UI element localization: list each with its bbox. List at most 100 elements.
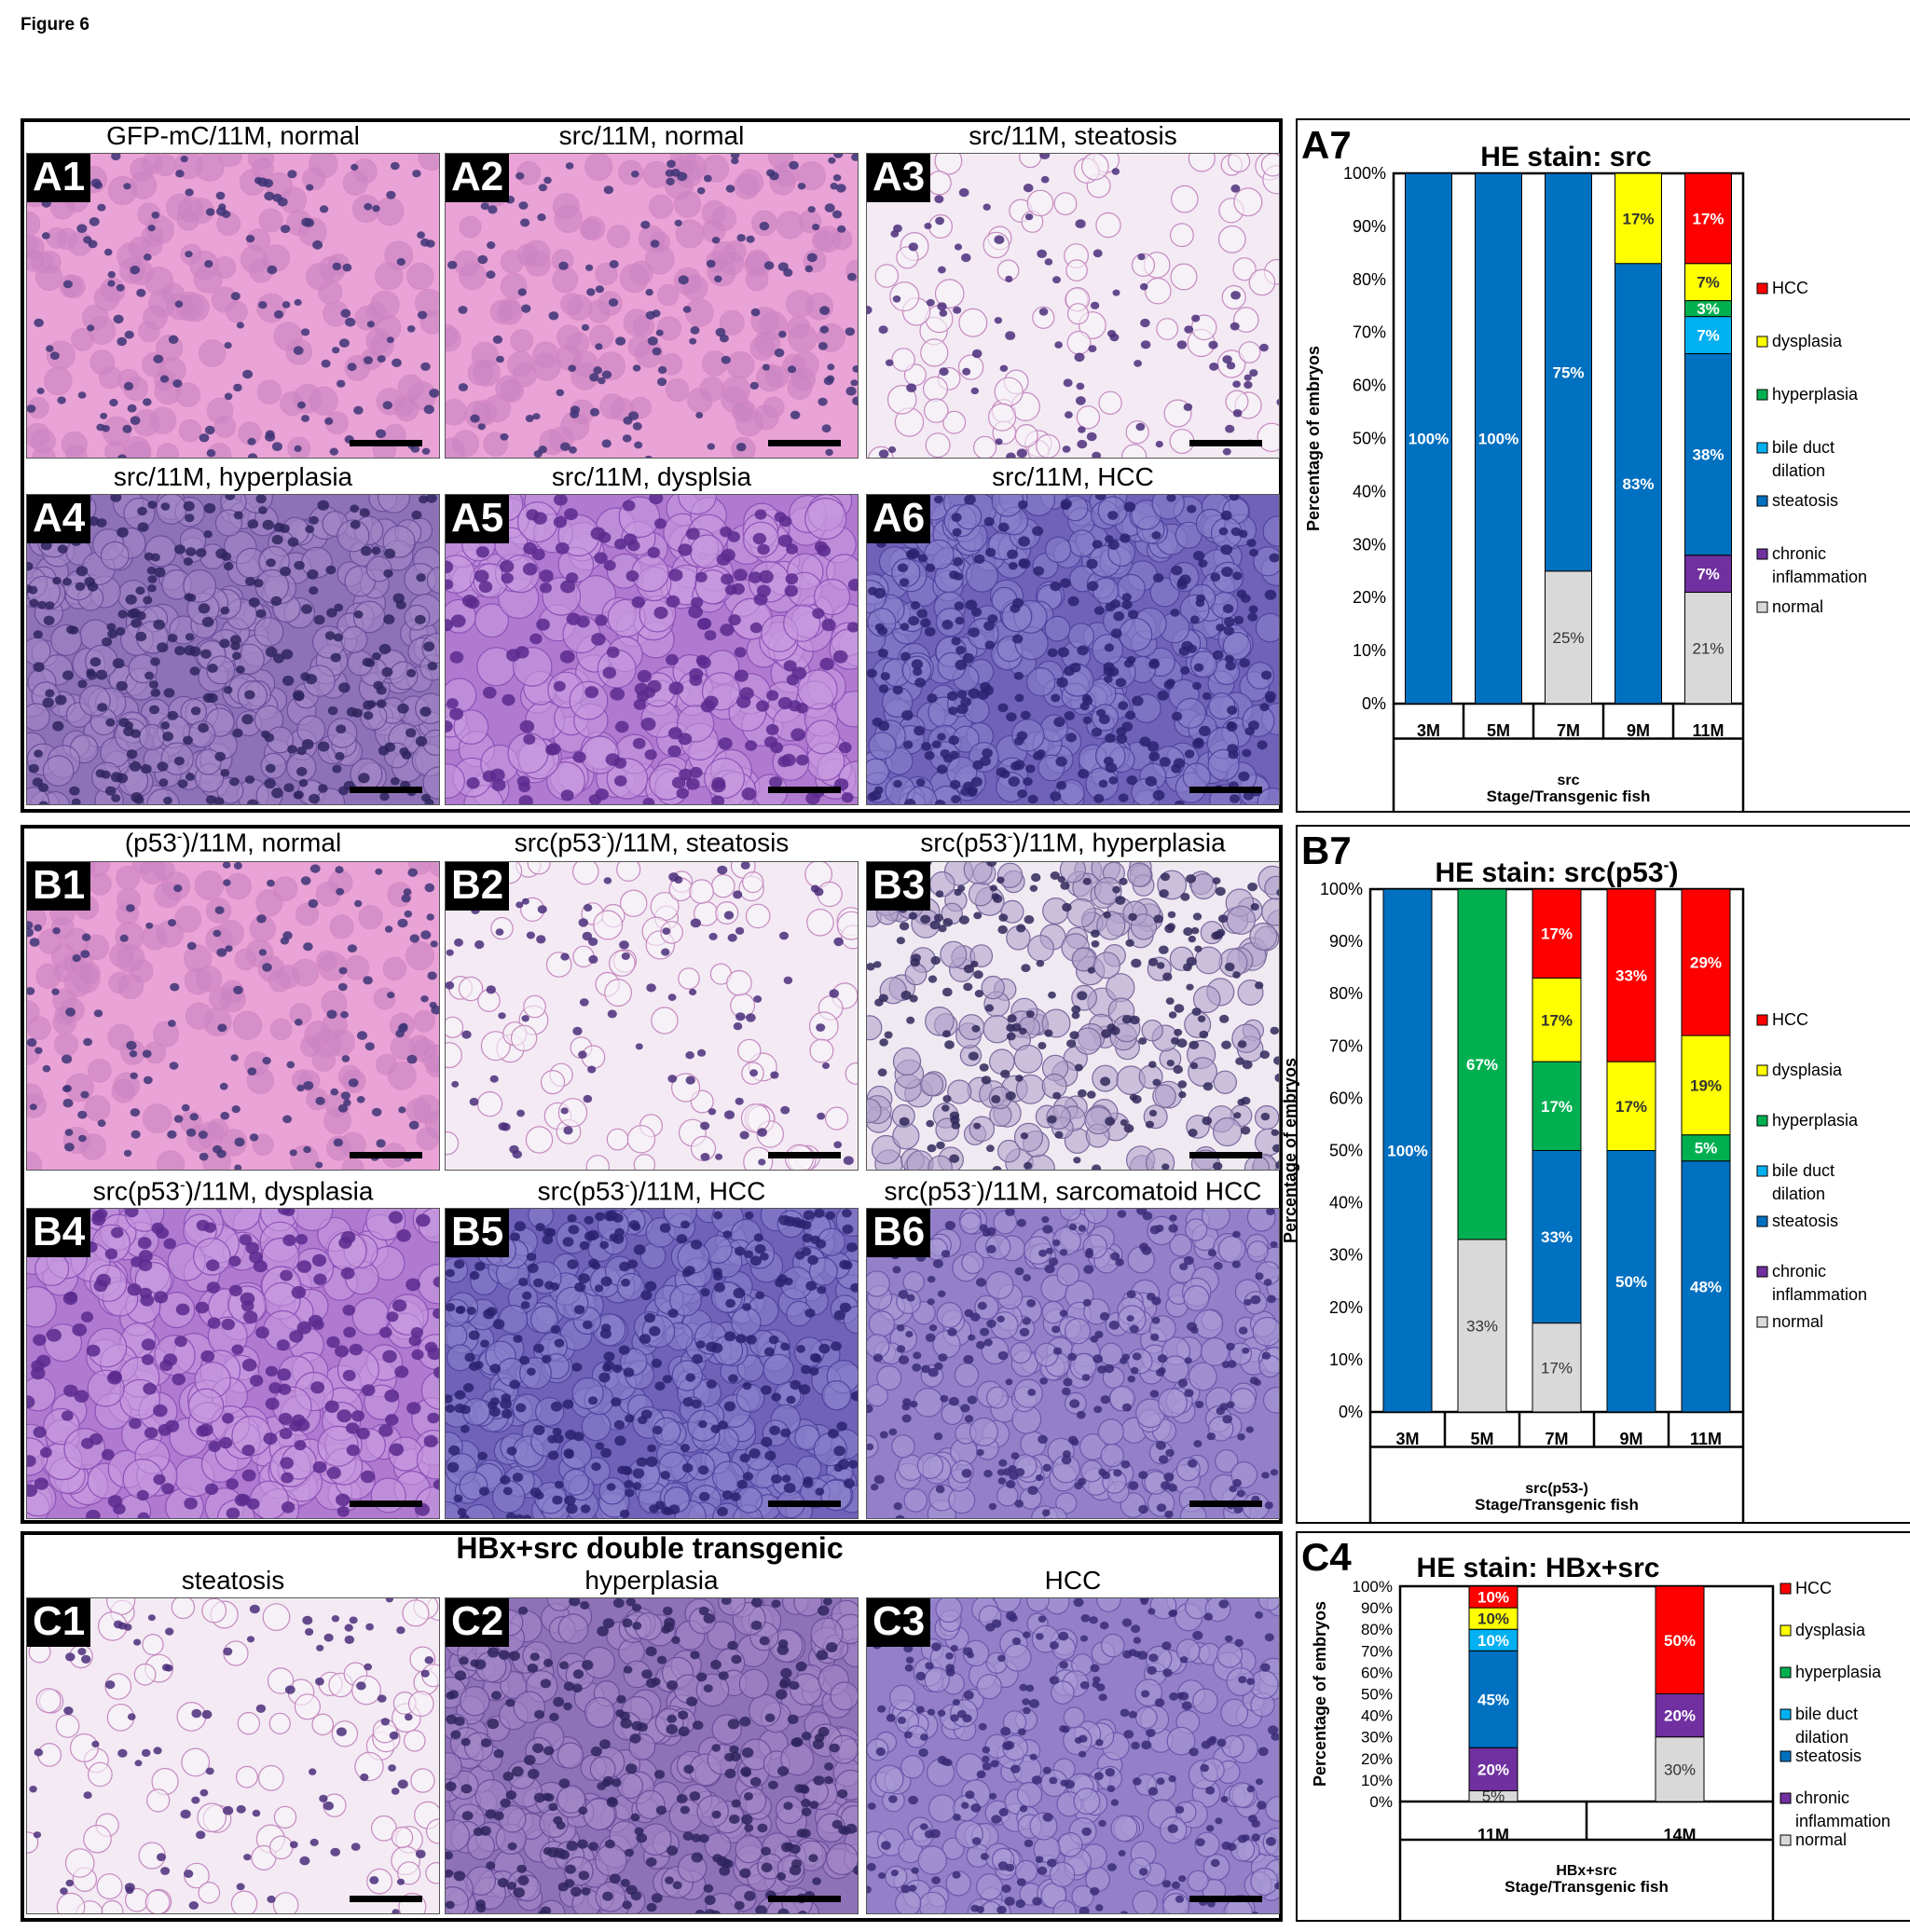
data-label: 29% bbox=[1690, 954, 1722, 972]
panel-c1-micrograph: C1 bbox=[26, 1597, 440, 1914]
legend-label: HCC bbox=[1772, 279, 1808, 297]
panel-b6-caption: src(p53-)/11M, sarcomatoid HCC bbox=[884, 1176, 1262, 1206]
bar-segment-dysplasia bbox=[1684, 263, 1732, 302]
data-label: 50% bbox=[1664, 1632, 1696, 1650]
panel-b1-micrograph: B1 bbox=[26, 861, 440, 1171]
x-tick-label: 7M bbox=[1557, 721, 1580, 740]
legend-swatch bbox=[1779, 1666, 1792, 1679]
section-c-frame bbox=[21, 1531, 1283, 1922]
x-tick-label: 3M bbox=[1395, 1430, 1419, 1448]
y-tick-label: 70% bbox=[1361, 1642, 1393, 1660]
y-tick-label: 90% bbox=[1361, 1599, 1393, 1617]
bar-segment-HCC bbox=[1684, 172, 1732, 265]
panel-a6-caption: src/11M, HCC bbox=[992, 462, 1154, 491]
x-tick-label: 5M bbox=[1470, 1430, 1493, 1448]
legend-swatch bbox=[1756, 548, 1768, 560]
x-group-label: src(p53-) bbox=[1525, 1481, 1588, 1497]
y-tick-label: 80% bbox=[1353, 270, 1386, 289]
panel-b5-label: B5 bbox=[446, 1209, 510, 1257]
x-tick-label: 11M bbox=[1477, 1826, 1509, 1844]
panel-b6-micrograph: B6 bbox=[866, 1208, 1280, 1519]
data-label: 48% bbox=[1690, 1278, 1722, 1295]
panel-b3-label: B3 bbox=[867, 862, 931, 911]
panel-a4-micrograph: A4 bbox=[26, 494, 440, 805]
legend-label: HCC bbox=[1795, 1579, 1832, 1597]
bar-segment-HCC bbox=[1532, 888, 1582, 979]
panel-b6-label: B6 bbox=[867, 1209, 931, 1257]
y-tick-label: 0% bbox=[1339, 1403, 1363, 1421]
panel-a2-micrograph: A2 bbox=[445, 153, 859, 459]
x-tick-label: 11M bbox=[1690, 1430, 1722, 1448]
bar-segment-steatosis bbox=[1532, 1150, 1582, 1324]
data-label: 83% bbox=[1622, 475, 1654, 493]
y-tick-label: 80% bbox=[1361, 1621, 1393, 1638]
bar-segment-chronic-inflammation bbox=[1468, 1747, 1518, 1791]
legend-label: hyperplasia bbox=[1772, 1111, 1859, 1130]
scale-bar bbox=[1189, 1152, 1262, 1158]
x-group-label: src bbox=[1557, 773, 1579, 788]
legend-swatch bbox=[1756, 336, 1768, 348]
legend-swatch bbox=[1779, 1834, 1792, 1846]
bar-segment-hyperplasia bbox=[1681, 1134, 1731, 1162]
panel-b5-caption: src(p53-)/11M, HCC bbox=[537, 1176, 766, 1206]
panel-b1-caption: (p53-)/11M, normal bbox=[124, 828, 342, 857]
data-label: 33% bbox=[1615, 967, 1647, 985]
panel-a3-label: A3 bbox=[867, 154, 931, 202]
legend-swatch bbox=[1756, 1316, 1768, 1328]
scale-bar bbox=[768, 1500, 841, 1507]
chart-frame bbox=[1296, 118, 1910, 813]
panel-b2-label: B2 bbox=[446, 862, 510, 911]
bar-segment-steatosis bbox=[1615, 263, 1662, 705]
y-tick-label: 30% bbox=[1353, 535, 1386, 554]
data-label: 19% bbox=[1690, 1076, 1722, 1094]
legend-label: dysplasia bbox=[1772, 332, 1843, 350]
panel-a3-micrograph: A3 bbox=[866, 153, 1280, 459]
y-tick-label: 60% bbox=[1353, 377, 1386, 395]
bar-segment-hyperplasia bbox=[1457, 888, 1507, 1240]
legend-label: chronic bbox=[1772, 1262, 1826, 1281]
panel-a6-micrograph: A6 bbox=[866, 494, 1280, 805]
legend-swatch bbox=[1756, 601, 1768, 613]
scale-bar bbox=[350, 1152, 422, 1158]
bar-segment-HCC bbox=[1606, 888, 1656, 1062]
y-tick-label: 90% bbox=[1329, 932, 1363, 951]
data-label: 7% bbox=[1697, 566, 1720, 583]
panel-c1-caption: steatosis bbox=[181, 1566, 285, 1595]
x-tick-label: 11M bbox=[1692, 721, 1724, 740]
y-tick-label: 40% bbox=[1353, 482, 1386, 500]
legend-swatch bbox=[1756, 495, 1768, 507]
legend-label: bile duct bbox=[1795, 1705, 1858, 1723]
data-label: 21% bbox=[1692, 639, 1724, 657]
bar-segment-normal bbox=[1545, 570, 1592, 705]
section-a-frame bbox=[21, 118, 1283, 813]
bar-segment-HCC bbox=[1468, 1585, 1518, 1609]
legend-swatch bbox=[1779, 1583, 1792, 1595]
y-tick-label: 20% bbox=[1329, 1298, 1363, 1317]
section-c-title: HBx+src double transgenic bbox=[456, 1531, 844, 1565]
bar-segment-dysplasia bbox=[1615, 172, 1662, 265]
chart-a7: A7 HE stain: src 0% 10% 20% 30% 40% 50% 60% 70% 80… bbox=[1296, 118, 1910, 813]
scale-bar bbox=[350, 1896, 422, 1902]
panel-b4-caption: src(p53-)/11M, dysplasia bbox=[92, 1176, 374, 1206]
bar-segment-dysplasia bbox=[1606, 1061, 1656, 1152]
bar-segment-hyperplasia bbox=[1532, 1061, 1582, 1152]
data-label: 5% bbox=[1695, 1140, 1718, 1158]
bar-segment-steatosis bbox=[1545, 172, 1592, 572]
panel-b3-caption: src(p53-)/11M, hyperplasia bbox=[920, 828, 1226, 857]
bar-segment-steatosis bbox=[1684, 352, 1732, 556]
figure-title: Figure 6 bbox=[21, 15, 89, 34]
y-tick-label: 40% bbox=[1361, 1707, 1393, 1725]
bar-segment-HCC bbox=[1681, 888, 1731, 1036]
panel-c2-micrograph: C2 bbox=[445, 1597, 859, 1914]
y-tick-label: 10% bbox=[1361, 1772, 1393, 1789]
y-tick-label: 40% bbox=[1329, 1194, 1363, 1213]
panel-c3-micrograph: C3 bbox=[866, 1597, 1280, 1914]
legend-label: dilation bbox=[1795, 1728, 1848, 1747]
legend-label: HCC bbox=[1772, 1010, 1808, 1029]
y-tick-label: 0% bbox=[1362, 694, 1386, 713]
data-label: 33% bbox=[1541, 1228, 1573, 1246]
legend-label: chronic bbox=[1772, 544, 1826, 563]
data-label: 17% bbox=[1622, 210, 1654, 227]
chart-letter: C4 bbox=[1301, 1535, 1352, 1579]
bar-segment-normal bbox=[1684, 592, 1732, 705]
